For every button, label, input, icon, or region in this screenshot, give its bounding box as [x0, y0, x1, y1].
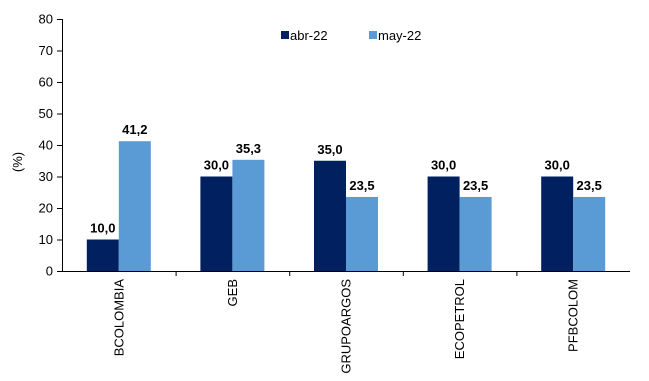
bar-may-22-GRUPOARGOS	[346, 196, 378, 271]
y-tick-label: 10	[39, 232, 53, 247]
y-axis: 0 10 20 30 40 50 60 70 80	[39, 12, 62, 279]
x-tick-label: BCOLOMBIA	[111, 279, 126, 357]
legend-label: may-22	[378, 28, 421, 43]
data-label: 23,5	[349, 178, 374, 193]
y-tick-label: 20	[39, 201, 53, 216]
x-tick-label: GRUPOARGOS	[339, 279, 354, 374]
legend-label: abr-22	[290, 28, 328, 43]
y-tick-label: 60	[39, 75, 53, 90]
y-tick-label: 70	[39, 43, 53, 58]
data-label: 30,0	[431, 158, 456, 173]
data-label: 35,0	[317, 142, 342, 157]
data-labels: 10,0 41,2 30,0 35,3 35,0 23,5 30,0 23,5 30,0 23,5	[90, 122, 602, 235]
x-tick-label: ECOPETROL	[452, 279, 467, 359]
legend: abr-22 may-22	[281, 28, 421, 43]
bar-abr-22-ECOPETROL	[427, 176, 460, 271]
bars	[86, 141, 606, 271]
bar-abr-22-PFBCOLOM	[541, 176, 574, 271]
y-tick-label: 30	[39, 169, 53, 184]
legend-swatch	[281, 31, 289, 39]
data-label: 23,5	[577, 178, 602, 193]
x-tick-label: PFBCOLOM	[566, 279, 581, 352]
data-label: 35,3	[236, 141, 261, 156]
y-tick-label: 80	[39, 12, 53, 27]
data-label: 23,5	[463, 178, 488, 193]
bar-abr-22-BCOLOMBIA	[86, 239, 119, 271]
data-label: 30,0	[204, 158, 229, 173]
y-tick-label: 40	[39, 138, 53, 153]
y-tick-label: 50	[39, 106, 53, 121]
bar-may-22-ECOPETROL	[459, 196, 492, 271]
x-axis: BCOLOMBIA GEB GRUPOARGOS ECOPETROL PFBCOLOM	[111, 271, 581, 374]
x-tick-label: GEB	[225, 279, 240, 306]
bar-may-22-GEB	[232, 159, 265, 271]
bar-may-22-BCOLOMBIA	[118, 141, 151, 271]
y-tick-label: 0	[46, 264, 53, 279]
data-label: 30,0	[545, 158, 570, 173]
bar-abr-22-GRUPOARGOS	[314, 160, 346, 271]
bar-abr-22-GEB	[200, 176, 233, 271]
legend-swatch	[369, 31, 377, 39]
data-label: 10,0	[90, 221, 115, 236]
bar-may-22-PFBCOLOM	[573, 196, 606, 271]
data-label: 41,2	[122, 122, 147, 137]
y-axis-title: (%)	[10, 152, 25, 172]
